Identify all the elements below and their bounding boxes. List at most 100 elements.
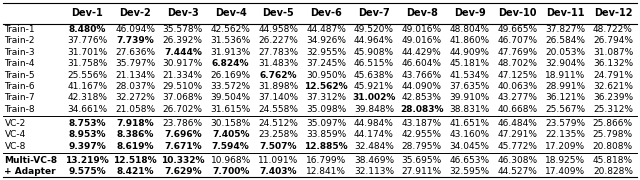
Text: 42.853%: 42.853%: [402, 93, 442, 102]
Text: 17.209%: 17.209%: [545, 142, 585, 151]
Text: 46.653%: 46.653%: [449, 156, 490, 165]
Text: 25.866%: 25.866%: [593, 119, 633, 128]
Text: 34.926%: 34.926%: [306, 36, 346, 45]
Text: 43.187%: 43.187%: [402, 119, 442, 128]
Text: 38.831%: 38.831%: [449, 105, 490, 114]
Text: 49.520%: 49.520%: [354, 25, 394, 34]
Text: 47.291%: 47.291%: [497, 130, 538, 139]
Text: 27.911%: 27.911%: [402, 167, 442, 176]
Text: 35.695%: 35.695%: [402, 156, 442, 165]
Text: 32.955%: 32.955%: [306, 48, 346, 57]
Text: 25.556%: 25.556%: [67, 71, 108, 80]
Text: 28.037%: 28.037%: [115, 82, 155, 91]
Text: 36.121%: 36.121%: [545, 93, 585, 102]
Text: 7.629%: 7.629%: [164, 167, 202, 176]
Text: 21.058%: 21.058%: [115, 105, 155, 114]
Text: 35.098%: 35.098%: [306, 105, 346, 114]
Text: Train-6: Train-6: [4, 82, 35, 91]
Text: 23.786%: 23.786%: [163, 119, 203, 128]
Text: VC-4: VC-4: [4, 130, 26, 139]
Text: 7.444%: 7.444%: [164, 48, 202, 57]
Text: Dev-4: Dev-4: [215, 8, 246, 18]
Text: 32.621%: 32.621%: [593, 82, 633, 91]
Text: 26.702%: 26.702%: [163, 105, 203, 114]
Text: 9.397%: 9.397%: [68, 142, 106, 151]
Text: 37.312%: 37.312%: [306, 93, 346, 102]
Text: 26.584%: 26.584%: [545, 36, 585, 45]
Text: 31.898%: 31.898%: [259, 82, 298, 91]
Text: 7.696%: 7.696%: [164, 130, 202, 139]
Text: 45.181%: 45.181%: [449, 59, 490, 68]
Text: 24.512%: 24.512%: [259, 119, 298, 128]
Text: 32.595%: 32.595%: [449, 167, 490, 176]
Text: 25.567%: 25.567%: [545, 105, 585, 114]
Text: 31.087%: 31.087%: [593, 48, 633, 57]
Text: 44.984%: 44.984%: [354, 119, 394, 128]
Text: 42.562%: 42.562%: [211, 25, 251, 34]
Text: 38.469%: 38.469%: [354, 156, 394, 165]
Text: 44.958%: 44.958%: [259, 25, 298, 34]
Text: 36.132%: 36.132%: [593, 59, 633, 68]
Text: 12.562%: 12.562%: [305, 82, 348, 91]
Text: 49.665%: 49.665%: [497, 25, 538, 34]
Text: 44.174%: 44.174%: [354, 130, 394, 139]
Text: 30.950%: 30.950%: [306, 71, 346, 80]
Text: 31.002%: 31.002%: [352, 93, 396, 102]
Text: 20.828%: 20.828%: [593, 167, 633, 176]
Text: 43.277%: 43.277%: [497, 93, 538, 102]
Text: 26.794%: 26.794%: [593, 36, 633, 45]
Text: 33.859%: 33.859%: [306, 130, 346, 139]
Text: Dev-6: Dev-6: [310, 8, 342, 18]
Text: 8.753%: 8.753%: [68, 119, 106, 128]
Text: 26.392%: 26.392%: [163, 36, 203, 45]
Text: Dev-7: Dev-7: [358, 8, 390, 18]
Text: 31.913%: 31.913%: [211, 48, 251, 57]
Text: 48.722%: 48.722%: [593, 25, 633, 34]
Text: 41.534%: 41.534%: [449, 71, 490, 80]
Text: 45.638%: 45.638%: [354, 71, 394, 80]
Text: VC-8: VC-8: [4, 142, 26, 151]
Text: 47.769%: 47.769%: [497, 48, 538, 57]
Text: 42.955%: 42.955%: [402, 130, 442, 139]
Text: 28.083%: 28.083%: [400, 105, 444, 114]
Text: Multi-VC-8: Multi-VC-8: [4, 156, 58, 165]
Text: Dev-9: Dev-9: [454, 8, 485, 18]
Text: Dev-2: Dev-2: [119, 8, 151, 18]
Text: 36.239%: 36.239%: [593, 93, 633, 102]
Text: 24.558%: 24.558%: [259, 105, 298, 114]
Text: 6.824%: 6.824%: [212, 59, 250, 68]
Text: 9.575%: 9.575%: [68, 167, 106, 176]
Text: 12.885%: 12.885%: [305, 142, 348, 151]
Text: Dev-11: Dev-11: [546, 8, 584, 18]
Text: 8.421%: 8.421%: [116, 167, 154, 176]
Text: 40.668%: 40.668%: [497, 105, 538, 114]
Text: VC-2: VC-2: [4, 119, 26, 128]
Text: 17.409%: 17.409%: [545, 167, 585, 176]
Text: 42.318%: 42.318%: [67, 93, 108, 102]
Text: 37.068%: 37.068%: [163, 93, 203, 102]
Text: 47.125%: 47.125%: [497, 71, 538, 80]
Text: 44.909%: 44.909%: [449, 48, 490, 57]
Text: Dev-8: Dev-8: [406, 8, 438, 18]
Text: 45.908%: 45.908%: [354, 48, 394, 57]
Text: 31.701%: 31.701%: [67, 48, 108, 57]
Text: 28.795%: 28.795%: [402, 142, 442, 151]
Text: Train-8: Train-8: [4, 105, 35, 114]
Text: 8.953%: 8.953%: [68, 130, 106, 139]
Text: 16.799%: 16.799%: [306, 156, 346, 165]
Text: 37.776%: 37.776%: [67, 36, 108, 45]
Text: 37.140%: 37.140%: [259, 93, 298, 102]
Text: 43.160%: 43.160%: [449, 130, 490, 139]
Text: 7.594%: 7.594%: [212, 142, 250, 151]
Text: 28.991%: 28.991%: [545, 82, 585, 91]
Text: 6.762%: 6.762%: [260, 71, 297, 80]
Text: 26.227%: 26.227%: [259, 36, 298, 45]
Text: Train-4: Train-4: [4, 59, 35, 68]
Text: Dev-12: Dev-12: [594, 8, 632, 18]
Text: 41.167%: 41.167%: [67, 82, 108, 91]
Text: 7.739%: 7.739%: [116, 36, 154, 45]
Text: 20.053%: 20.053%: [545, 48, 585, 57]
Text: 11.091%: 11.091%: [259, 156, 298, 165]
Text: Dev-10: Dev-10: [498, 8, 536, 18]
Text: Train-5: Train-5: [4, 71, 35, 80]
